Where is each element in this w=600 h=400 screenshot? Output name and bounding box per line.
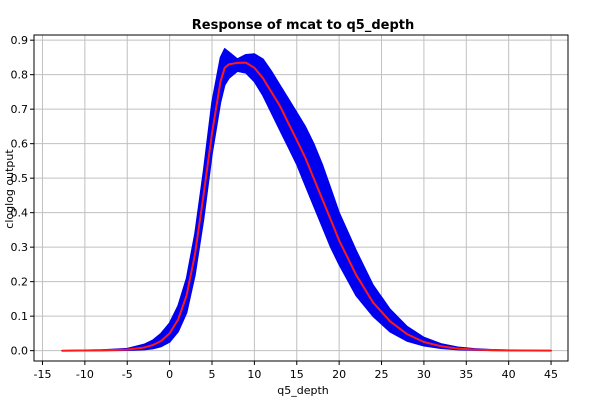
- y-tick-label: 0.6: [11, 138, 29, 151]
- y-tick-label: 0.5: [11, 172, 29, 185]
- x-tick-label: 15: [290, 368, 304, 381]
- y-tick-label: 0.7: [11, 103, 29, 116]
- x-tick-label: 25: [375, 368, 389, 381]
- y-tick-label: 0.1: [11, 310, 29, 323]
- mean-line: [61, 61, 552, 352]
- y-tick-label: 0.3: [11, 241, 29, 254]
- y-tick-label: 0.0: [11, 345, 29, 358]
- x-tick-label: -5: [122, 368, 133, 381]
- x-tick-label: -10: [76, 368, 94, 381]
- chart-title: Response of mcat to q5_depth: [192, 18, 414, 33]
- x-tick-label: 10: [247, 368, 261, 381]
- x-tick-label: 45: [544, 368, 558, 381]
- y-tick-label: 0.4: [11, 207, 29, 220]
- x-axis-label: q5_depth: [277, 384, 329, 397]
- x-tick-label: -15: [33, 368, 51, 381]
- y-axis-label: cloglog output: [3, 149, 16, 229]
- x-tick-label: 40: [502, 368, 516, 381]
- x-tick-label: 30: [417, 368, 431, 381]
- x-tick-label: 0: [166, 368, 173, 381]
- plot-frame: [33, 34, 569, 362]
- x-tick-label: 20: [332, 368, 346, 381]
- y-tick-label: 0.2: [11, 276, 29, 289]
- confidence-band: [61, 48, 552, 352]
- x-tick-label: 5: [209, 368, 216, 381]
- y-tick-label: 0.9: [11, 34, 29, 47]
- grid: [34, 35, 568, 361]
- x-tick-label: 35: [459, 368, 473, 381]
- band-area: [61, 48, 552, 352]
- y-tick-label: 0.8: [11, 69, 29, 82]
- tick-labels: -15 -10 -5 0 5 10 15 20 25 30 35 40 45 0.0 0.1 0.2 0.3 0.…: [11, 34, 559, 381]
- mean-curve: [61, 61, 552, 352]
- axes: [30, 34, 569, 365]
